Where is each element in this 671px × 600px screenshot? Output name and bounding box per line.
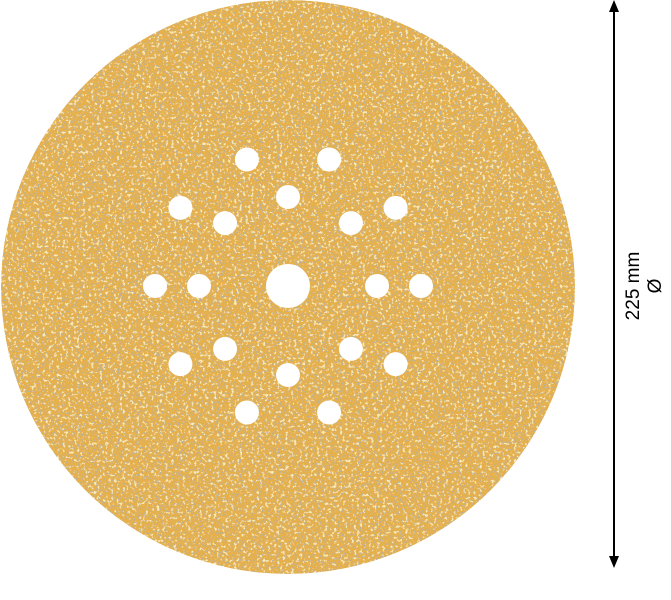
arrow-down-icon [609,556,619,568]
diameter-label: 225 mm Ø [623,252,667,321]
diameter-value: 225 mm [623,251,644,321]
disc-surface [1,0,575,574]
sanding-disc [1,0,575,574]
diameter-dimension-line [609,0,619,568]
diameter-symbol: Ø [645,278,666,294]
arrow-up-icon [609,0,619,12]
